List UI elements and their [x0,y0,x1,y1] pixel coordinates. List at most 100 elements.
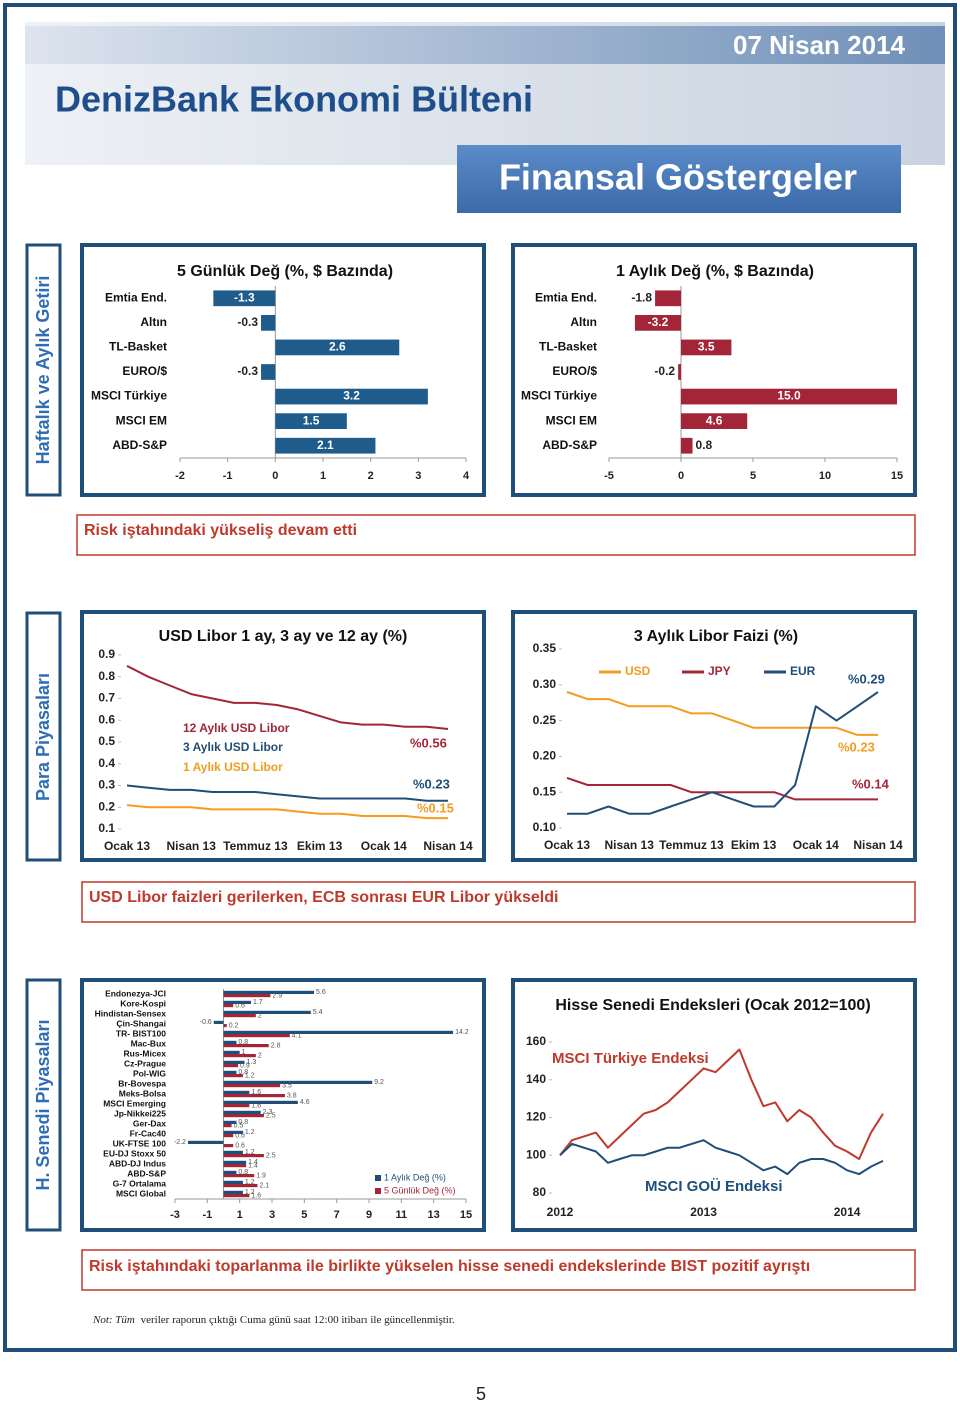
legend-swatch [375,1188,381,1194]
legend-label: USD [625,664,651,678]
x-tick-label: Ocak 13 [104,839,150,853]
y-tick-label: 160 [526,1034,546,1048]
value-label: 1.2 [245,1179,255,1186]
subtitle-box [457,145,901,213]
page-frame [3,3,957,1352]
section-box [25,611,62,862]
category-label: Kore-Kospi [120,998,166,1008]
chart-title: Hisse Senedi Endeksleri (Ocak 2012=100) [555,997,870,1014]
value-label: 0.5 [234,1122,244,1129]
bar [223,1064,239,1068]
series-line [126,784,448,802]
legend-label: MSCI GOÜ Endeksi [645,1178,783,1195]
category-label: Meks-Bolsa [119,1088,167,1098]
note-text: veriler raporun çıktığı Cuma günü saat 1… [141,1314,455,1326]
value-label: 1.2 [245,1189,255,1196]
bar [681,388,897,405]
y-tick-label: 0.8 [98,669,115,683]
value-label: 0.6 [235,1002,245,1009]
value-label: 4.6 [706,413,723,427]
header-subtitle: Finansal Göstergeler [499,157,857,198]
category-label: Mac-Bux [131,1038,167,1048]
x-tick-label: 3 [269,1209,275,1221]
x-tick-label: 1 [320,470,326,482]
value-label: 0.6 [235,1142,245,1149]
chart-title: 5 Günlük Değ (%, $ Bazında) [177,263,393,280]
x-tick-label: 10 [819,470,831,482]
bar [275,388,428,405]
category-label: MSCI Emerging [103,1098,166,1108]
category-label: Jp-Nikkei225 [114,1108,166,1118]
bar [223,1030,454,1034]
value-label: 2.8 [271,1042,281,1049]
bar [223,1184,258,1188]
series-line [126,804,448,820]
legend-label: MSCI Türkiye Endeksi [552,1050,709,1067]
value-label: 2 [258,1012,262,1019]
bar [223,1100,298,1104]
bar [223,990,315,994]
y-tick-label: 0.7 [98,691,115,705]
value-label: -2.2 [174,1139,186,1146]
category-label: EURO/$ [552,364,597,378]
annotation: %0.15 [417,800,454,815]
series-line [566,776,878,801]
category-label: Endonezya-JCI [105,988,166,998]
category-label: Fr-Cac40 [130,1128,167,1138]
y-tick-label: 120 [526,1110,546,1124]
value-label: 1.6 [251,1102,261,1109]
bar [223,1150,243,1154]
bar [223,1040,237,1044]
bar [223,1050,240,1054]
x-tick-label: Temmuz 13 [659,838,724,852]
y-tick-label: 0.10 [533,820,557,834]
x-tick-label: Temmuz 13 [223,839,288,853]
bar [275,339,400,356]
bar [223,1180,243,1184]
value-label: 5.6 [316,989,326,996]
bar [678,364,681,380]
category-label: Altın [140,315,167,329]
value-label: 14.2 [455,1029,469,1036]
category-label: UK-FTSE 100 [113,1138,167,1148]
category-label: ABD-DJ Indus [109,1158,166,1168]
value-label: 1.6 [251,1192,261,1199]
value-label: 0.2 [229,1022,239,1029]
annotation: %0.23 [838,739,875,754]
value-label: 2.3 [263,1109,273,1116]
legend-label: 12 Aylık USD Libor [183,721,290,735]
value-label: 1.2 [245,1072,255,1079]
caption-box [76,514,916,556]
x-tick-label: Ocak 13 [544,838,590,852]
bar [223,1090,250,1094]
chart-title: 3 Aylık Libor Faizi (%) [634,628,798,645]
y-tick-label: 0.30 [533,677,557,691]
category-label: ABD-S&P [112,438,167,452]
value-label: 3.2 [343,389,360,403]
value-label: 5.4 [313,1009,323,1016]
x-tick-label: Ocak 14 [793,838,839,852]
category-label: MSCI Türkiye [91,389,167,403]
bar [223,1054,256,1058]
caption-box [81,1249,916,1291]
caption: USD Libor faizleri gerilerken, ECB sonra… [89,889,558,906]
bar [223,1120,237,1124]
x-tick-label: 9 [366,1209,372,1221]
value-label: 1.2 [245,1129,255,1136]
bar [213,1020,224,1024]
x-tick-label: 3 [415,470,421,482]
x-tick-label: -5 [604,470,614,482]
series-line [559,1139,884,1176]
category-label: EURO/$ [122,364,167,378]
x-tick-label: -1 [223,470,233,482]
value-label: 0.6 [235,1132,245,1139]
value-label: 4.1 [292,1032,302,1039]
value-label: -1.3 [234,290,255,304]
value-label: 3.8 [287,1092,297,1099]
caption: Risk iştahındaki yükseliş devam etti [84,522,357,539]
x-tick-label: Nisan 14 [853,838,903,852]
caption-box [81,881,916,923]
category-label: MSCI EM [546,413,597,427]
chart-title: 1 Aylık Değ (%, $ Bazında) [616,263,814,280]
value-label: 0.8 [238,1169,248,1176]
